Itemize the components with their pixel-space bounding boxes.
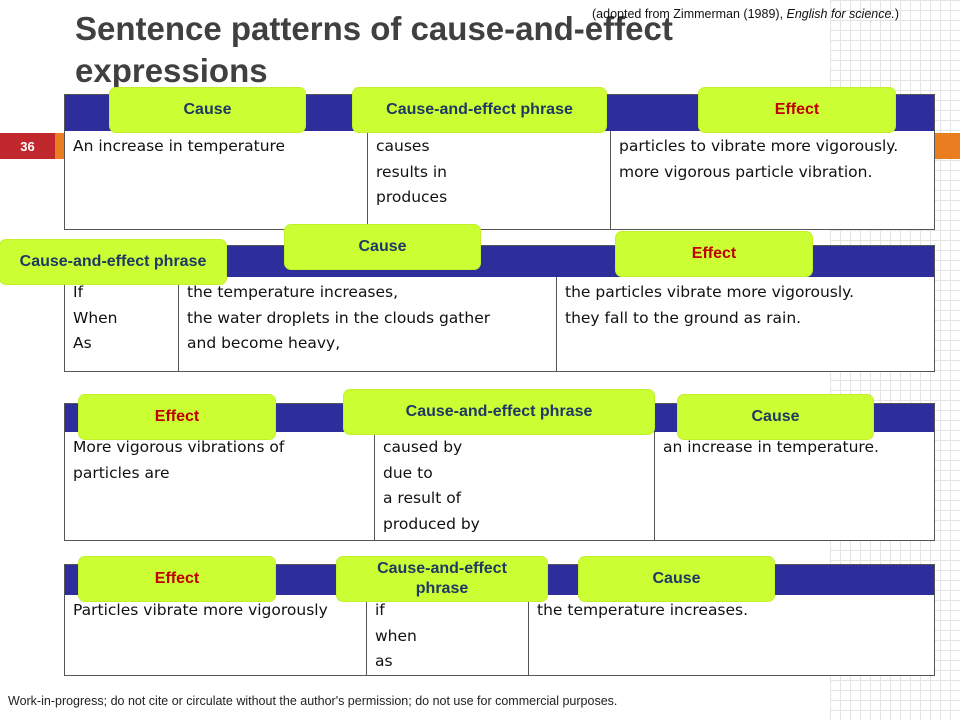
cell-line: if — [375, 601, 385, 619]
cell-line: Particles vibrate more vigorously — [73, 601, 328, 619]
accent-line-right — [933, 133, 960, 159]
phrase-column: causes results in produces — [367, 131, 610, 229]
cell-line: the particles vibrate more vigorously. — [565, 283, 855, 301]
cell-line: caused by — [383, 438, 463, 456]
cell-line: When — [73, 308, 118, 327]
effect-label: Effect — [79, 395, 275, 439]
footer-disclaimer: Work-in-progress; do not cite or circula… — [8, 694, 618, 708]
source-prefix: (adopted from Zimmerman (1989), — [592, 7, 787, 21]
cell-line: particles are — [73, 463, 170, 482]
cell-line: If — [73, 283, 84, 301]
cause-and-effect-phrase-label: Cause-and-effect phrase — [353, 88, 606, 132]
page-title: Sentence patterns of cause-and-effect ex… — [75, 10, 673, 89]
cell-line: an increase in temperature. — [663, 438, 879, 456]
cell-line: more vigorous particle vibration. — [619, 162, 873, 181]
cell-line: when — [375, 626, 417, 645]
cell-line: produced by — [383, 514, 480, 533]
phrase-column: caused by due to a result of produced by — [374, 432, 654, 540]
cause-and-effect-phrase-label: Cause-and-effect phrase — [0, 240, 226, 284]
cause-column: the temperature increases, the water dro… — [178, 277, 556, 371]
effect-label: Effect — [699, 88, 895, 132]
cause-label: Cause — [110, 88, 305, 132]
source-suffix: ) — [894, 7, 900, 21]
cause-column: An increase in temperature — [65, 131, 367, 229]
cell-line: More vigorous vibrations of — [73, 438, 285, 456]
source-citation: (adopted from Zimmerman (1989), English … — [592, 7, 899, 21]
cause-label: Cause — [579, 557, 774, 601]
cell-line: as — [375, 652, 393, 670]
effect-column: particles to vibrate more vigorously. mo… — [610, 131, 934, 229]
cell-line: produces — [376, 188, 448, 206]
cause-label: Cause — [285, 225, 480, 269]
page-number-badge: 36 — [0, 133, 55, 159]
cell-line: An increase in temperature — [73, 137, 286, 155]
effect-column: More vigorous vibrations of particles ar… — [65, 432, 374, 540]
cell-line: the temperature increases. — [537, 601, 749, 619]
cell-line: and become heavy, — [187, 334, 341, 352]
phrase-column: If When As — [65, 277, 178, 371]
cause-column: an increase in temperature. — [654, 432, 934, 540]
cell-line: they fall to the ground as rain. — [565, 308, 802, 327]
cell-line: the water droplets in the clouds gather — [187, 308, 491, 327]
effect-label: Effect — [616, 232, 812, 276]
cause-and-effect-phrase-label: Cause-and-effect phrase — [337, 557, 547, 601]
cell-line: a result of — [383, 489, 462, 507]
source-book-title: English for science. — [786, 7, 895, 21]
cause-column: the temperature increases. — [528, 595, 934, 675]
effect-column: the particles vibrate more vigorously. t… — [556, 277, 934, 371]
cell-line: particles to vibrate more vigorously. — [619, 137, 899, 155]
cell-line: results in — [376, 162, 447, 181]
cause-and-effect-phrase-label: Cause-and-effect phrase — [344, 390, 654, 434]
cause-label: Cause — [678, 395, 873, 439]
phrase-column: if when as — [366, 595, 528, 675]
cell-line: the temperature increases, — [187, 283, 399, 301]
cell-line: causes — [376, 137, 430, 155]
cell-line: due to — [383, 463, 433, 482]
effect-label: Effect — [79, 557, 275, 601]
effect-column: Particles vibrate more vigorously — [65, 595, 366, 675]
cell-line: As — [73, 334, 92, 352]
accent-line-left — [55, 133, 65, 159]
